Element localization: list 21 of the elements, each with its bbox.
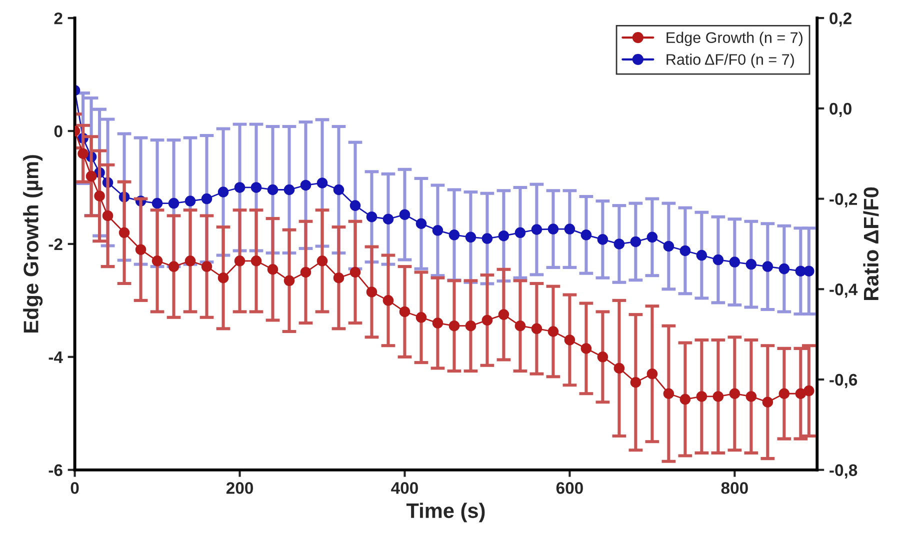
y2-tick-label: -0,4 <box>830 284 858 298</box>
y2-tick-label: -0,6 <box>830 374 858 388</box>
y-tick-label: -2 <box>48 238 62 250</box>
y-tick-label: -4 <box>48 351 63 363</box>
y-axis-title: Edge Growth (µm) <box>23 155 43 332</box>
legend-label: Edge Growth (n = 7) <box>666 32 802 46</box>
y-tick-label: 0 <box>54 125 62 138</box>
y2-tick-label: -0,2 <box>830 193 858 208</box>
x-tick-label: 0 <box>70 482 79 494</box>
x-axis-title: Time (s) <box>406 502 485 522</box>
y-tick-label: -6 <box>48 464 62 476</box>
y-tick-label: 2 <box>54 12 62 24</box>
y2-tick-label: 0,2 <box>830 12 852 27</box>
x-tick-label: 800 <box>721 482 748 494</box>
x-tick-label: 200 <box>226 482 253 494</box>
y2-tick-label: 0,0 <box>830 102 852 118</box>
y2-axis-title: Ratio ΔF/F0 <box>863 187 879 300</box>
x-tick-label: 600 <box>556 482 583 494</box>
legend-label: Ratio ΔF/F0 (n = 7) <box>666 54 794 68</box>
x-tick-label: 400 <box>391 482 418 494</box>
y2-tick-label: -0,8 <box>830 464 858 478</box>
